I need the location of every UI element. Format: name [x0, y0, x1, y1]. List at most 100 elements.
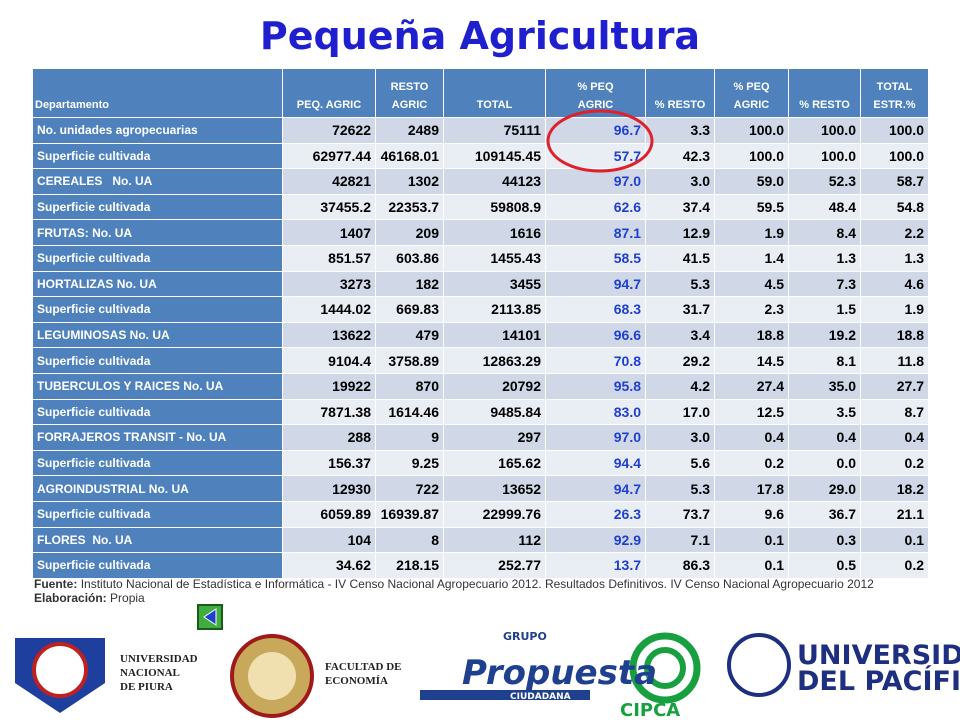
highlight-circle [546, 109, 654, 173]
cell: 3.0 [645, 424, 715, 451]
row-label: Superficie cultivada [32, 347, 283, 374]
cell: 42821 [282, 168, 376, 195]
faculty-line: FACULTAD DE [325, 661, 402, 673]
cell: 87.1 [545, 219, 646, 246]
header-line: TOTAL [876, 81, 913, 93]
unp-text: UNIVERSIDAD NACIONAL DE PIURA [120, 652, 198, 694]
cell: 17.8 [714, 475, 789, 502]
data-table: Departamento PEQ. AGRIC RESTO AGRIC TOTAL % P… [32, 68, 929, 579]
header-line: PEQ. AGRIC [296, 99, 362, 111]
row-label: FORRAJEROS TRANSIT - No. UA [32, 424, 283, 451]
column-header: PEQ. AGRIC [282, 68, 376, 118]
table-row: Superficie cultivada 6059.89 16939.87 22999… [32, 500, 929, 528]
column-header: Departamento [32, 68, 283, 118]
header-line: AGRIC [733, 99, 770, 111]
cell: 94.4 [545, 449, 646, 477]
cell: 34.62 [282, 552, 376, 579]
row-label: FRUTAS: No. UA [32, 219, 283, 246]
faculty-line: ECONOMÍA [325, 675, 388, 687]
cell: 209 [375, 219, 444, 246]
cell: 29.2 [645, 347, 715, 374]
cell: 3.0 [645, 168, 715, 195]
table-row: No. unidades agropecuarias 72622 2489 75111… [32, 117, 929, 144]
row-label: Superficie cultivada [32, 244, 283, 272]
header-line: RESTO [390, 81, 429, 93]
header-line: % PEQ [577, 81, 614, 93]
table-row: LEGUMINOSAS No. UA 13622 479 14101 96.6 3.4 18… [32, 321, 929, 349]
table-row: Superficie cultivada 9104.4 3758.89 12863.2… [32, 347, 929, 374]
cell: 8.7 [860, 398, 929, 426]
faculty-text: FACULTAD DE ECONOMÍA [325, 660, 402, 688]
cell: 4.6 [860, 270, 929, 298]
cell: 3.5 [788, 398, 861, 426]
cell: 870 [375, 372, 444, 400]
table-row: Superficie cultivada 156.37 9.25 165.62 94.4… [32, 449, 929, 477]
unp-line: DE PIURA [120, 681, 173, 693]
row-label: CEREALES No. UA [32, 168, 283, 195]
title: Pequeña Agricultura [259, 14, 701, 58]
cell: 12.9 [645, 219, 715, 246]
table-row: FRUTAS: No. UA 1407 209 1616 87.1 12.9 1.9 8.4 2… [32, 219, 929, 246]
table-row: TUBERCULOS Y RAICES No. UA 19922 870 20792 9… [32, 372, 929, 400]
cell: 165.62 [443, 449, 546, 477]
row-label: Superficie cultivada [32, 500, 283, 528]
cell: 0.5 [788, 552, 861, 579]
cell: 9.6 [714, 500, 789, 528]
cell: 17.0 [645, 398, 715, 426]
row-label: TUBERCULOS Y RAICES No. UA [32, 372, 283, 400]
cell: 2.2 [860, 219, 929, 246]
unp-line: UNIVERSIDAD [120, 653, 198, 665]
cell: 22999.76 [443, 500, 546, 528]
cell: 104 [282, 526, 376, 554]
cell: 9 [375, 424, 444, 451]
cell: 92.9 [545, 526, 646, 554]
cell: 54.8 [860, 193, 929, 221]
cell: 3.3 [645, 117, 715, 144]
cell: 156.37 [282, 449, 376, 477]
pacifico-line: DEL PACÍFICO [797, 665, 960, 697]
cell: 7.3 [788, 270, 861, 298]
cell: 218.15 [375, 552, 444, 579]
cell: 1.3 [788, 244, 861, 272]
cell: 41.5 [645, 244, 715, 272]
header-line: ESTR.% [873, 99, 916, 111]
cell: 48.4 [788, 193, 861, 221]
cell: 8.4 [788, 219, 861, 246]
row-label: HORTALIZAS No. UA [32, 270, 283, 298]
cell: 19.2 [788, 321, 861, 349]
pacifico-line: UNIVERSIDAD [797, 640, 960, 671]
cell: 72622 [282, 117, 376, 144]
source-label: Fuente: [34, 577, 78, 591]
cell: 18.8 [860, 321, 929, 349]
cipca-logo-inner [644, 647, 686, 689]
propuesta-bar [420, 690, 590, 700]
cell: 13.7 [545, 552, 646, 579]
header-line: TOTAL [476, 99, 513, 111]
cell: 37.4 [645, 193, 715, 221]
cell: 297 [443, 424, 546, 451]
cell: 62977.44 [282, 142, 376, 170]
cell: 52.3 [788, 168, 861, 195]
column-header: % PEQ AGRIC [714, 68, 789, 118]
cipca-logo [629, 632, 701, 704]
credit-text: Propia [110, 591, 145, 605]
cell: 12930 [282, 475, 376, 502]
cell: 0.1 [714, 552, 789, 579]
cell: 75111 [443, 117, 546, 144]
cell: 100.0 [714, 117, 789, 144]
header-line: AGRIC [577, 99, 614, 111]
cell: 3.4 [645, 321, 715, 349]
back-button[interactable] [197, 604, 223, 630]
cell: 3455 [443, 270, 546, 298]
row-label: AGROINDUSTRIAL No. UA [32, 475, 283, 502]
cell: 94.7 [545, 270, 646, 298]
cell: 97.0 [545, 168, 646, 195]
cell: 58.7 [860, 168, 929, 195]
header-line: Departamento [35, 99, 109, 111]
cell: 722 [375, 475, 444, 502]
cell: 4.2 [645, 372, 715, 400]
cell: 73.7 [645, 500, 715, 528]
table-row: FORRAJEROS TRANSIT - No. UA 288 9 297 97.0 3.… [32, 424, 929, 451]
